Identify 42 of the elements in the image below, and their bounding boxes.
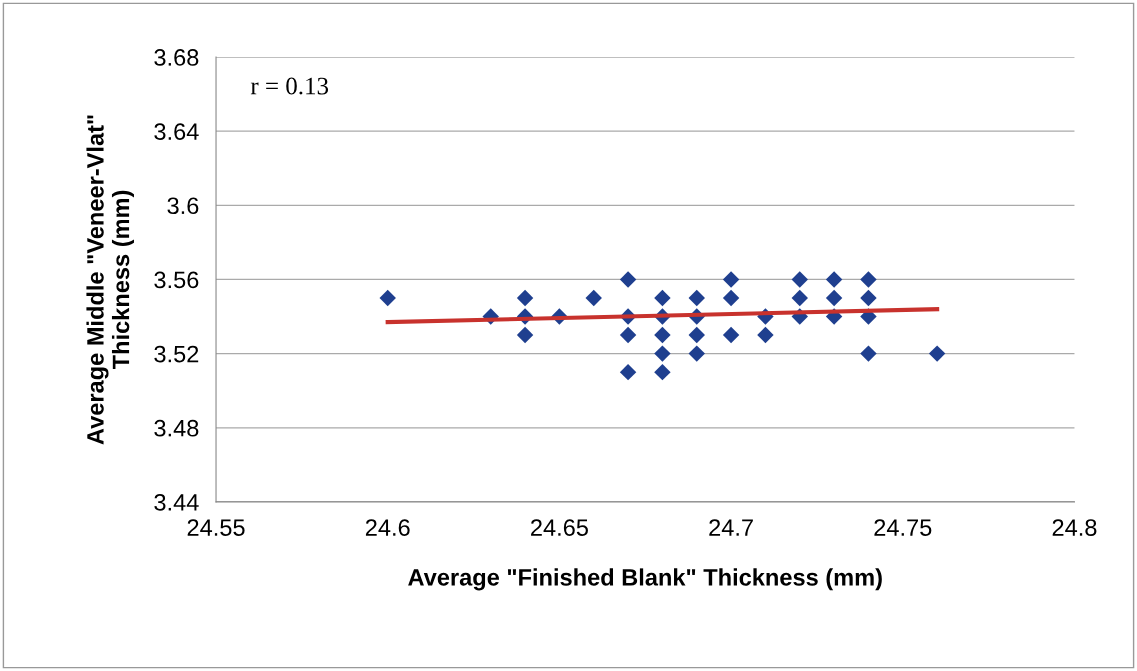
point: [688, 345, 705, 362]
y-tick-label: 3.6: [167, 197, 199, 215]
y-tick-label: 3.64: [154, 123, 199, 140]
point: [860, 289, 877, 307]
point: [379, 289, 396, 307]
x-tick-label: 24.65: [531, 519, 588, 536]
x-tick-label: 24.7: [709, 519, 753, 536]
y-tick-label: 3.48: [154, 419, 199, 437]
point: [825, 289, 843, 307]
point: [860, 345, 877, 362]
point: [688, 326, 705, 344]
point: [619, 271, 637, 288]
y-tick-label: 3.52: [154, 345, 199, 363]
point: [722, 271, 740, 288]
y-tick-label: 3.56: [154, 271, 199, 289]
y-tick-label: 3.68: [154, 49, 199, 66]
annotation: r = 0.13: [250, 77, 329, 95]
point: [619, 326, 637, 344]
x-tick-label: 24.6: [365, 519, 410, 536]
y-tick-label: 3.44: [154, 493, 199, 511]
x-tick-label: 24.8: [1052, 519, 1097, 536]
point: [722, 289, 740, 307]
y-axis-title: Average Middle "Veneer-Vlat" Thickness (mm): [86, 115, 134, 445]
point: [688, 289, 705, 307]
x-axis-title: Average "Finished Blank" Thickness (mm): [408, 568, 882, 591]
point: [619, 363, 637, 381]
point: [654, 345, 671, 362]
point: [860, 271, 877, 288]
point: [825, 271, 843, 288]
x-tick-label: 24.75: [874, 519, 932, 536]
point: [516, 289, 534, 307]
point: [757, 326, 774, 344]
point: [585, 289, 602, 307]
point: [791, 271, 808, 288]
point: [791, 289, 808, 307]
point: [654, 326, 671, 344]
point: [654, 289, 671, 307]
point: [928, 345, 946, 362]
point: [722, 326, 740, 344]
point: [516, 326, 534, 344]
point: [654, 363, 671, 381]
x-tick-label: 24.55: [187, 519, 245, 536]
